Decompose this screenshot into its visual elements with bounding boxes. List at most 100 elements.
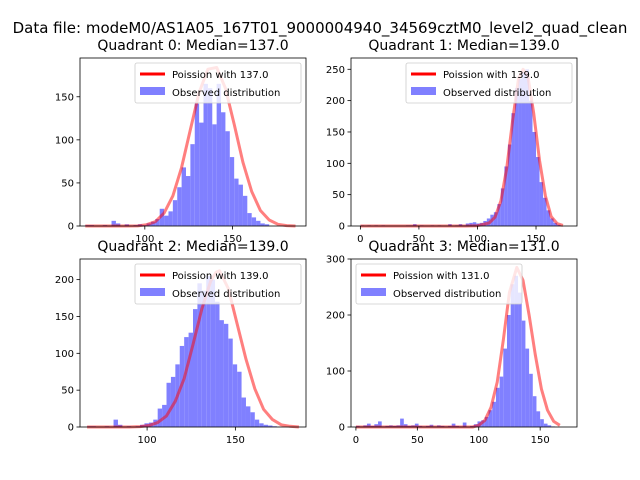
histogram-bar: [514, 88, 519, 226]
histogram-bar: [507, 144, 512, 226]
legend-hist-label: Observed distribution: [443, 88, 551, 99]
histogram-bar: [212, 124, 217, 226]
histogram-bar: [219, 320, 224, 427]
histogram-bar: [268, 425, 273, 427]
legend-line-label: Poission with 139.0: [172, 271, 268, 282]
histogram-bar: [451, 423, 456, 427]
histogram-bar: [525, 348, 530, 427]
histogram-bar: [242, 195, 248, 226]
histogram-bar: [237, 371, 242, 427]
histogram-bar: [251, 217, 257, 226]
histogram-bar: [184, 337, 189, 427]
y-tick-label: 250: [326, 65, 345, 76]
histogram-bar: [223, 323, 229, 427]
histogram-bar: [546, 210, 551, 226]
subplot-1: 0 50 100 150 0 50 100 150 200 250 Quadrant 1: Medi…: [326, 38, 578, 245]
y-tick-label: 150: [55, 312, 74, 323]
histogram-bar: [472, 222, 477, 226]
histogram-bar: [185, 176, 191, 226]
histogram-bar: [113, 419, 118, 427]
subplot-3: 0 50 100 150 0 100 200 300 Quadrant 3: Median=13…: [326, 239, 578, 446]
histogram-bar: [256, 220, 261, 226]
histogram-bar: [190, 144, 195, 226]
subplots: 100 150 0 50 100 150 Quadrant 0: Median=137.0 P…: [55, 38, 578, 446]
histogram-bar: [234, 178, 239, 226]
y-tick-label: 0: [68, 423, 74, 434]
histogram-bar: [210, 279, 216, 427]
histogram-bar: [521, 72, 526, 226]
histogram-bar: [238, 184, 243, 226]
legend: Poission with 139.0 Observed distribution: [134, 263, 302, 305]
histogram-bar: [228, 338, 233, 427]
x-tick-label: 150: [526, 234, 545, 245]
y-tick-label: 100: [55, 135, 74, 146]
histogram-bar: [250, 412, 255, 427]
histogram-bar: [525, 69, 529, 226]
histogram-bar: [528, 100, 533, 226]
histogram-bar: [497, 204, 501, 226]
legend-box: [134, 62, 302, 104]
subplot-0: 100 150 0 50 100 150 Quadrant 0: Median=137.0 P…: [55, 38, 307, 245]
histogram-bar: [206, 275, 211, 427]
y-tick-label: 0: [339, 423, 345, 434]
legend-hist-swatch: [140, 87, 165, 95]
histogram-bar: [484, 416, 489, 427]
histogram-bar: [260, 223, 265, 226]
axes-frame: [79, 57, 307, 227]
histogram-bar: [221, 112, 226, 226]
histogram-bar: [215, 301, 220, 427]
x-tick-label: 50: [413, 234, 426, 245]
histogram-bar: [506, 315, 511, 427]
histogram-bar: [203, 83, 208, 226]
legend-line-label: Poission with 139.0: [443, 70, 539, 81]
x-tick-label: 100: [135, 234, 154, 245]
y-tick-label: 200: [326, 311, 345, 322]
histogram-bars: [355, 275, 555, 427]
histogram-bar: [378, 421, 382, 427]
histogram-bar: [188, 332, 193, 427]
histogram-bar: [540, 419, 544, 427]
legend-box: [405, 62, 573, 104]
histogram-bar: [216, 83, 222, 226]
legend-hist-swatch: [411, 87, 436, 95]
histogram-bar: [503, 348, 507, 427]
histogram-bar: [488, 410, 493, 427]
x-tick-label: 100: [469, 435, 488, 446]
histogram-bar: [499, 376, 504, 427]
histogram-bar: [366, 423, 371, 427]
legend-hist-label: Observed distribution: [393, 289, 501, 300]
histogram-bar: [510, 284, 515, 427]
histogram-bar: [536, 157, 540, 226]
histogram-bar: [539, 182, 544, 226]
y-tick-label: 100: [55, 349, 74, 360]
histogram-bar: [197, 283, 202, 427]
histogram-bar: [492, 401, 496, 427]
x-tick-label: 100: [468, 234, 487, 245]
x-tick-label: 150: [531, 435, 550, 446]
legend: Poission with 131.0 Observed distribution: [355, 263, 523, 305]
y-tick-label: 150: [326, 127, 345, 138]
histogram-bar: [518, 292, 522, 427]
histogram-bar: [245, 406, 251, 427]
histogram-bar: [164, 215, 169, 226]
histogram-bar: [504, 166, 508, 226]
legend: Poission with 137.0 Observed distribution: [134, 62, 302, 104]
histogram-bar: [550, 218, 554, 226]
histogram-bar: [247, 213, 252, 226]
legend-box: [355, 263, 523, 305]
histogram-bar: [166, 382, 171, 427]
subplot-title: Quadrant 2: Median=139.0: [97, 239, 288, 255]
subplot-2: 100 150 0 50 100 150 200 Quadrant 2: Median=139…: [55, 239, 307, 446]
histogram-bar: [259, 423, 264, 427]
y-tick-label: 100: [326, 159, 345, 170]
histogram-bar: [495, 387, 500, 427]
subplot-title: Quadrant 0: Median=137.0: [97, 38, 288, 54]
histogram-bar: [532, 396, 537, 427]
histogram-bar: [529, 373, 533, 427]
histogram-bar: [521, 320, 526, 427]
histogram-bar: [172, 200, 178, 226]
legend-hist-swatch: [361, 288, 386, 296]
x-tick-label: 150: [223, 234, 242, 245]
histogram-bar: [518, 78, 522, 226]
x-tick-label: 0: [353, 435, 359, 446]
